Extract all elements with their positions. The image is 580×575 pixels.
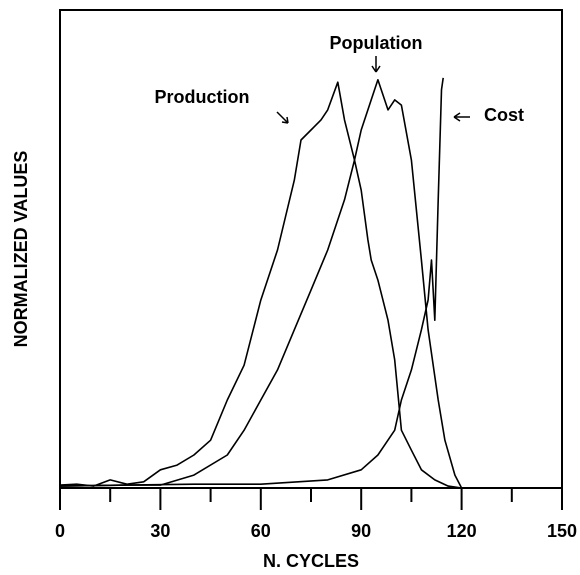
series-label: Population: [330, 33, 423, 53]
series-label: Cost: [484, 105, 524, 125]
x-tick-label: 30: [150, 521, 170, 541]
x-tick-label: 90: [351, 521, 371, 541]
x-axis-label: N. CYCLES: [263, 551, 359, 571]
x-tick-label: 150: [547, 521, 577, 541]
x-tick-label: 60: [251, 521, 271, 541]
x-tick-label: 0: [55, 521, 65, 541]
arrow: [453, 112, 470, 122]
series-line: [59, 79, 463, 489]
arrows: [276, 56, 470, 124]
series-label: Production: [155, 87, 250, 107]
series-line: [59, 81, 462, 489]
arrow: [276, 111, 289, 124]
y-axis-label: NORMALIZED VALUES: [11, 151, 31, 348]
series-line: [59, 77, 444, 487]
plot-frame: [59, 9, 563, 489]
x-tick-label: 120: [447, 521, 477, 541]
arrow: [371, 56, 381, 73]
